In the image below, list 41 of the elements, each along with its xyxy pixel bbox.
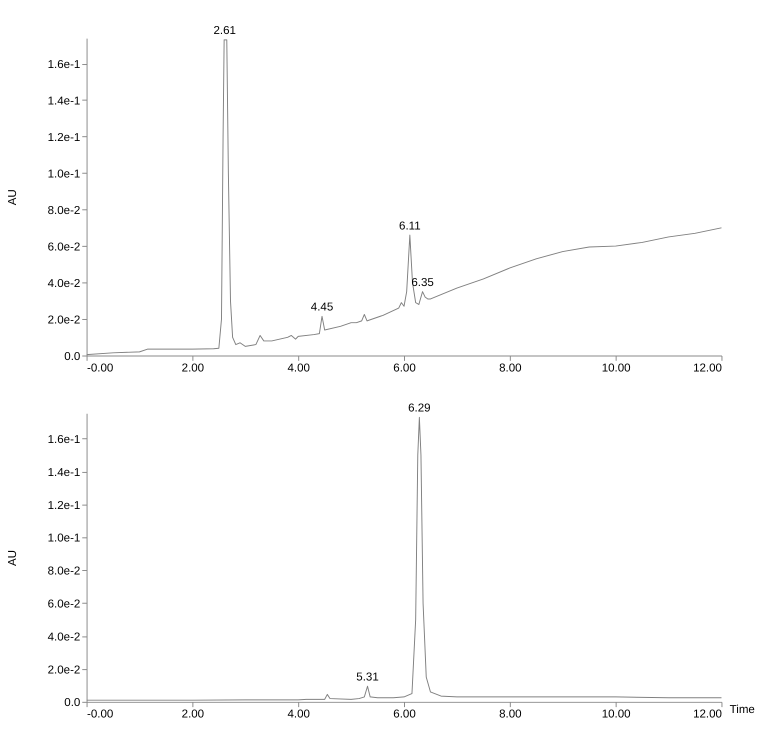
y-tick-label: 4.0e-2 [48, 631, 80, 644]
y-tick-label: 1.4e-1 [48, 95, 80, 108]
x-axis-title: Time [730, 704, 755, 716]
y-tick-label: 1.6e-1 [48, 434, 80, 446]
x-tick-label: 10.00 [602, 708, 631, 721]
annotation: 6.35 [411, 276, 434, 289]
y-tick-label: 2.0e-2 [48, 314, 80, 326]
y-tick-label: 2.0e-2 [48, 664, 80, 676]
x-tick-label: 2.00 [182, 362, 204, 374]
annotation: 4.45 [310, 302, 334, 314]
y-tick-label: 1.0e-1 [48, 532, 80, 545]
y-tick-label: 6.0e-2 [48, 598, 80, 611]
y-axis-title: AU [6, 550, 19, 566]
annotation: 6.11 [399, 220, 421, 232]
y-tick-label: 4.0e-2 [48, 278, 80, 290]
y-tick-label: 6.0e-2 [48, 241, 80, 254]
x-tick-label: 12.00 [693, 362, 722, 374]
y-tick-label: 0.0 [64, 697, 80, 710]
y-tick-label: 1.6e-1 [48, 58, 80, 71]
annotation: 6.29 [408, 402, 431, 415]
x-tick-label: 2.00 [182, 708, 204, 721]
y-tick-label: 8.0e-2 [48, 566, 80, 578]
annotation: 5.31 [356, 671, 379, 684]
y-tick-label: 0.0 [64, 350, 80, 363]
x-tick-label: 6.00 [393, 708, 416, 721]
x-tick-label: -0.00 [87, 708, 114, 721]
y-tick-label: 1.2e-1 [48, 500, 80, 512]
x-tick-label: 8.00 [499, 708, 522, 721]
y-tick-label: 1.2e-1 [48, 132, 80, 144]
y-tick-label: 1.0e-1 [48, 168, 80, 180]
x-tick-label: 4.00 [287, 362, 310, 374]
x-tick-label: -0.00 [87, 362, 114, 374]
x-tick-label: 4.00 [287, 708, 310, 721]
y-tick-label: 1.4e-1 [48, 466, 80, 479]
x-tick-label: 6.00 [393, 362, 416, 374]
y-axis-title: AU [6, 189, 19, 206]
x-tick-label: 8.00 [499, 362, 522, 374]
y-tick-label: 8.0e-2 [48, 204, 80, 217]
x-tick-label: 10.00 [602, 362, 631, 374]
x-tick-label: 12.00 [693, 708, 722, 721]
annotation: 2.61 [213, 25, 236, 38]
